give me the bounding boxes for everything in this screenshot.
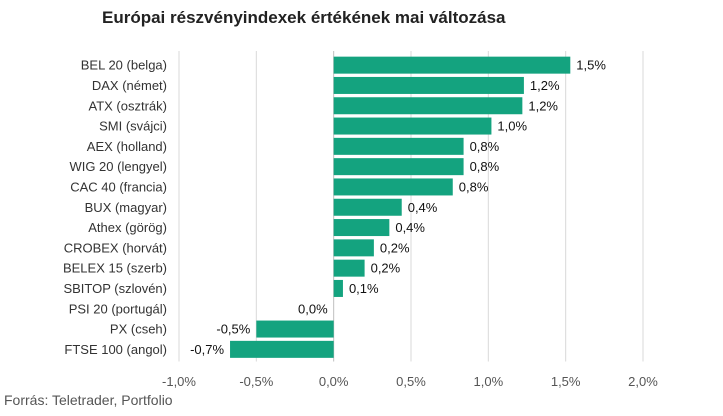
bar xyxy=(333,259,365,277)
value-labels: 1,5%1,2%1,2%1,0%0,8%0,8%0,8%0,4%0,4%0,2%… xyxy=(190,58,606,357)
category-labels: BEL 20 (belga) DAX (német) ATX (osztrák) SM… xyxy=(63,58,167,357)
category-label: FTSE 100 (angol) xyxy=(64,342,167,357)
x-axis-tick-labels: -1,0% -0,5% 0,0% 0,5% 1,0% 1,5% 2,0% xyxy=(162,374,658,389)
category-label: ATX (osztrák) xyxy=(89,98,168,113)
category-label: DAX (német) xyxy=(92,78,167,93)
value-label: -0,5% xyxy=(216,322,250,337)
category-label: SMI (svájci) xyxy=(99,119,167,134)
category-label: PSI 20 (portugál) xyxy=(69,301,167,316)
category-label: BELEX 15 (szerb) xyxy=(63,261,167,276)
category-label: PX (cseh) xyxy=(110,322,167,337)
category-label: BUX (magyar) xyxy=(85,200,167,215)
x-tick-label: 0,0% xyxy=(319,374,349,389)
bar xyxy=(333,137,464,155)
bars xyxy=(230,56,571,358)
bar xyxy=(333,76,524,94)
value-label: 0,8% xyxy=(470,159,500,174)
category-label: SBITOP (szlovén) xyxy=(63,281,167,296)
x-tick-label: 1,5% xyxy=(551,374,581,389)
bar xyxy=(333,158,464,176)
value-label: 0,2% xyxy=(371,261,401,276)
value-label: 1,2% xyxy=(528,98,558,113)
value-label: 0,8% xyxy=(459,179,489,194)
category-label: AEX (holland) xyxy=(87,139,167,154)
x-tick-label: 0,5% xyxy=(396,374,426,389)
bar xyxy=(333,239,374,257)
x-tick-label: 2,0% xyxy=(628,374,658,389)
bar xyxy=(256,320,334,338)
x-tick-label: 1,0% xyxy=(474,374,504,389)
bar xyxy=(333,198,402,216)
value-label: 0,1% xyxy=(349,281,379,296)
value-label: 0,2% xyxy=(380,240,410,255)
bar xyxy=(333,219,390,237)
value-label: 0,4% xyxy=(408,200,438,215)
bar xyxy=(333,56,571,74)
value-label: 1,5% xyxy=(576,58,606,73)
bar xyxy=(333,117,492,135)
category-label: CROBEX (horvát) xyxy=(64,240,167,255)
chart-title: Európai részvényindexek értékének mai vá… xyxy=(102,8,506,27)
value-label: 0,4% xyxy=(395,220,425,235)
bar xyxy=(333,97,523,115)
category-label: CAC 40 (francia) xyxy=(70,179,167,194)
value-label: 0,8% xyxy=(470,139,500,154)
x-tick-label: -0,5% xyxy=(239,374,273,389)
value-label: 1,2% xyxy=(530,78,560,93)
category-label: BEL 20 (belga) xyxy=(81,58,167,73)
bar xyxy=(333,178,453,196)
value-label: -0,7% xyxy=(190,342,224,357)
category-label: Athex (görög) xyxy=(88,220,167,235)
bar xyxy=(333,279,343,297)
category-label: WIG 20 (lengyel) xyxy=(69,159,167,174)
bar xyxy=(230,340,334,358)
value-label: 1,0% xyxy=(497,119,527,134)
value-label: 0,0% xyxy=(298,301,328,316)
x-tick-label: -1,0% xyxy=(162,374,196,389)
source-note: Forrás: Teletrader, Portfolio xyxy=(4,392,173,408)
